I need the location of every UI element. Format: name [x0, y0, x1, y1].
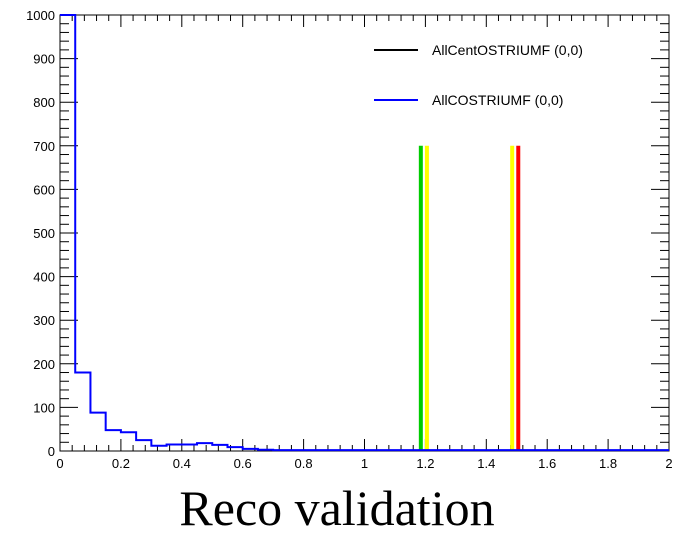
y-tick-label: 0: [48, 444, 55, 459]
legend-label: AllCOSTRIUMF (0,0): [432, 92, 563, 108]
y-tick-label: 300: [33, 313, 55, 328]
caption: Reco validation: [179, 480, 495, 536]
x-tick-label: 0: [56, 456, 63, 471]
y-tick-label: 700: [33, 139, 55, 154]
legend: AllCentOSTRIUMF (0,0) AllCOSTRIUMF (0,0): [374, 42, 583, 108]
x-tick-label: 0.8: [295, 456, 313, 471]
axis-ticks: 0 0.2 0.4 0.6 0.8 1 1.2 1.4 1.6 1.8 2 0 100 200 300 400…: [26, 8, 673, 471]
y-tick-label: 900: [33, 52, 55, 67]
x-tick-label: 1: [361, 456, 368, 471]
y-tick-label: 1000: [26, 8, 55, 23]
histogram-series: [60, 14, 669, 452]
x-tick-label: 1.4: [477, 456, 495, 471]
x-tick-label: 1.8: [599, 456, 617, 471]
y-tick-label: 200: [33, 357, 55, 372]
threshold-lines: [418, 145, 521, 451]
y-tick-label: 100: [33, 400, 55, 415]
y-tick-label: 400: [33, 270, 55, 285]
y-tick-label: 600: [33, 182, 55, 197]
x-tick-label: 1.6: [538, 456, 556, 471]
x-tick-label: 2: [665, 456, 672, 471]
legend-label: AllCentOSTRIUMF (0,0): [432, 42, 583, 58]
x-tick-label: 0.4: [173, 456, 191, 471]
plot-frame: [59, 14, 670, 452]
x-tick-label: 0.6: [234, 456, 252, 471]
y-tick-label: 800: [33, 95, 55, 110]
x-tick-label: 0.2: [112, 456, 130, 471]
series-layer: [60, 14, 669, 452]
x-tick-label: 1.2: [416, 456, 434, 471]
y-tick-label: 500: [33, 226, 55, 241]
